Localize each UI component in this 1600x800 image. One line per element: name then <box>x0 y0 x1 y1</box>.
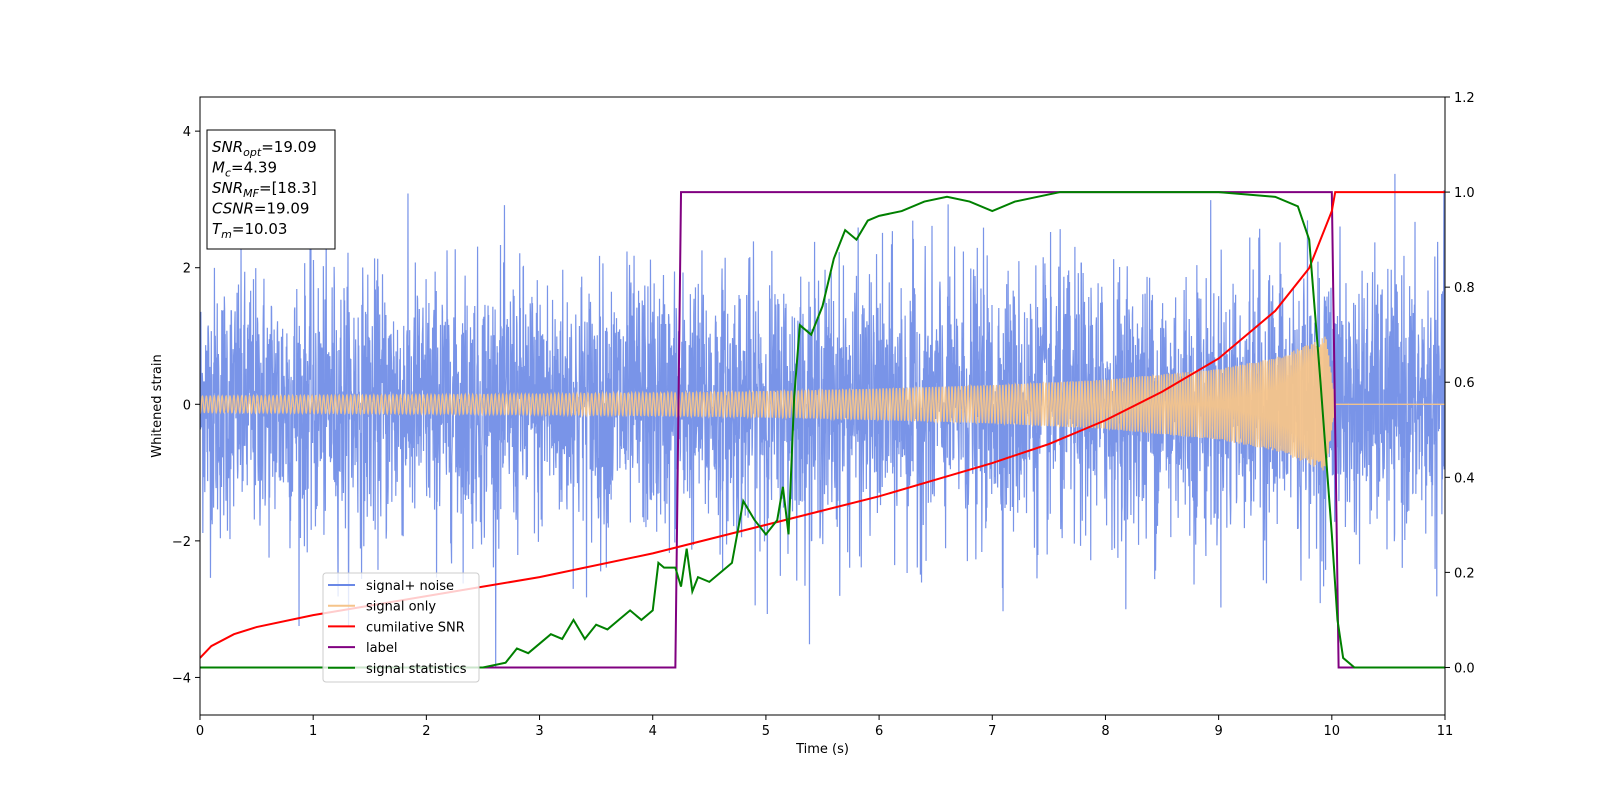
x-tick-label: 3 <box>535 724 543 739</box>
x-tick-label: 1 <box>309 724 317 739</box>
y-right-tick-label: 0.4 <box>1454 471 1475 486</box>
y-right-tick-label: 0.8 <box>1454 281 1475 296</box>
legend-entry-label: label <box>366 641 397 656</box>
y-left-tick-label: 4 <box>183 125 191 140</box>
annotation-line: CSNR=19.09 <box>212 200 309 218</box>
annotation-frame <box>206 129 336 250</box>
y-left-tick-label: 0 <box>183 398 191 413</box>
y-left-tick-label: −4 <box>172 671 191 686</box>
x-axis-label: Time (s) <box>795 742 849 757</box>
legend-entry-label: cumilative SNR <box>366 620 465 635</box>
y-left-tick-label: −2 <box>172 535 191 550</box>
x-tick-label: 11 <box>1437 724 1454 739</box>
x-tick-label: 0 <box>196 724 204 739</box>
x-tick-label: 5 <box>762 724 770 739</box>
series-cumilative-snr-line <box>200 191 1445 659</box>
annotation-line: SNRMF=[18.3] <box>212 179 317 200</box>
y-right-tick-label: 0.2 <box>1454 566 1475 581</box>
x-tick-label: 10 <box>1324 724 1341 739</box>
annotation-line: Tm=10.03 <box>212 220 287 241</box>
y-right-tick-label: 0.0 <box>1454 661 1475 676</box>
x-tick-label: 9 <box>1214 724 1222 739</box>
y-left-tick-label: 2 <box>183 262 191 277</box>
axes: 0 1 2 3 4 5 6 7 8 9 10 11 −4 −2 0 2 4 0.0 0.2 0.4 0.6 0.8 1.0 1… <box>172 91 1475 739</box>
series-signal-statistics-line <box>200 191 1445 669</box>
y-right-tick-label: 0.6 <box>1454 376 1475 391</box>
y-axis-label-left: Whitened strain <box>150 354 165 457</box>
legend-entry-label: signal only <box>366 600 436 615</box>
annotation-box: SNRopt=19.09Mc=4.39SNRMF=[18.3]CSNR=19.0… <box>206 129 336 250</box>
series-group <box>200 173 1445 669</box>
plot-frame <box>199 96 1446 716</box>
x-tick-label: 7 <box>988 724 996 739</box>
legend-entry-label: signal statistics <box>366 662 467 677</box>
y-right-tick-label: 1.0 <box>1454 186 1475 201</box>
legend-frame <box>322 572 480 683</box>
x-tick-label: 2 <box>422 724 430 739</box>
x-tick-label: 6 <box>875 724 883 739</box>
x-tick-label: 4 <box>649 724 657 739</box>
series-signal-only-line <box>200 336 1445 471</box>
plot-area <box>200 173 1445 669</box>
y-right-tick-label: 1.2 <box>1454 91 1475 106</box>
legend: signal+ noise signal only cumilative SNR la… <box>322 572 480 683</box>
annotation-line: Mc=4.39 <box>212 159 277 180</box>
legend-entry-label: signal+ noise <box>366 579 454 594</box>
annotation-line: SNRopt=19.09 <box>212 138 317 159</box>
x-tick-label: 8 <box>1101 724 1109 739</box>
